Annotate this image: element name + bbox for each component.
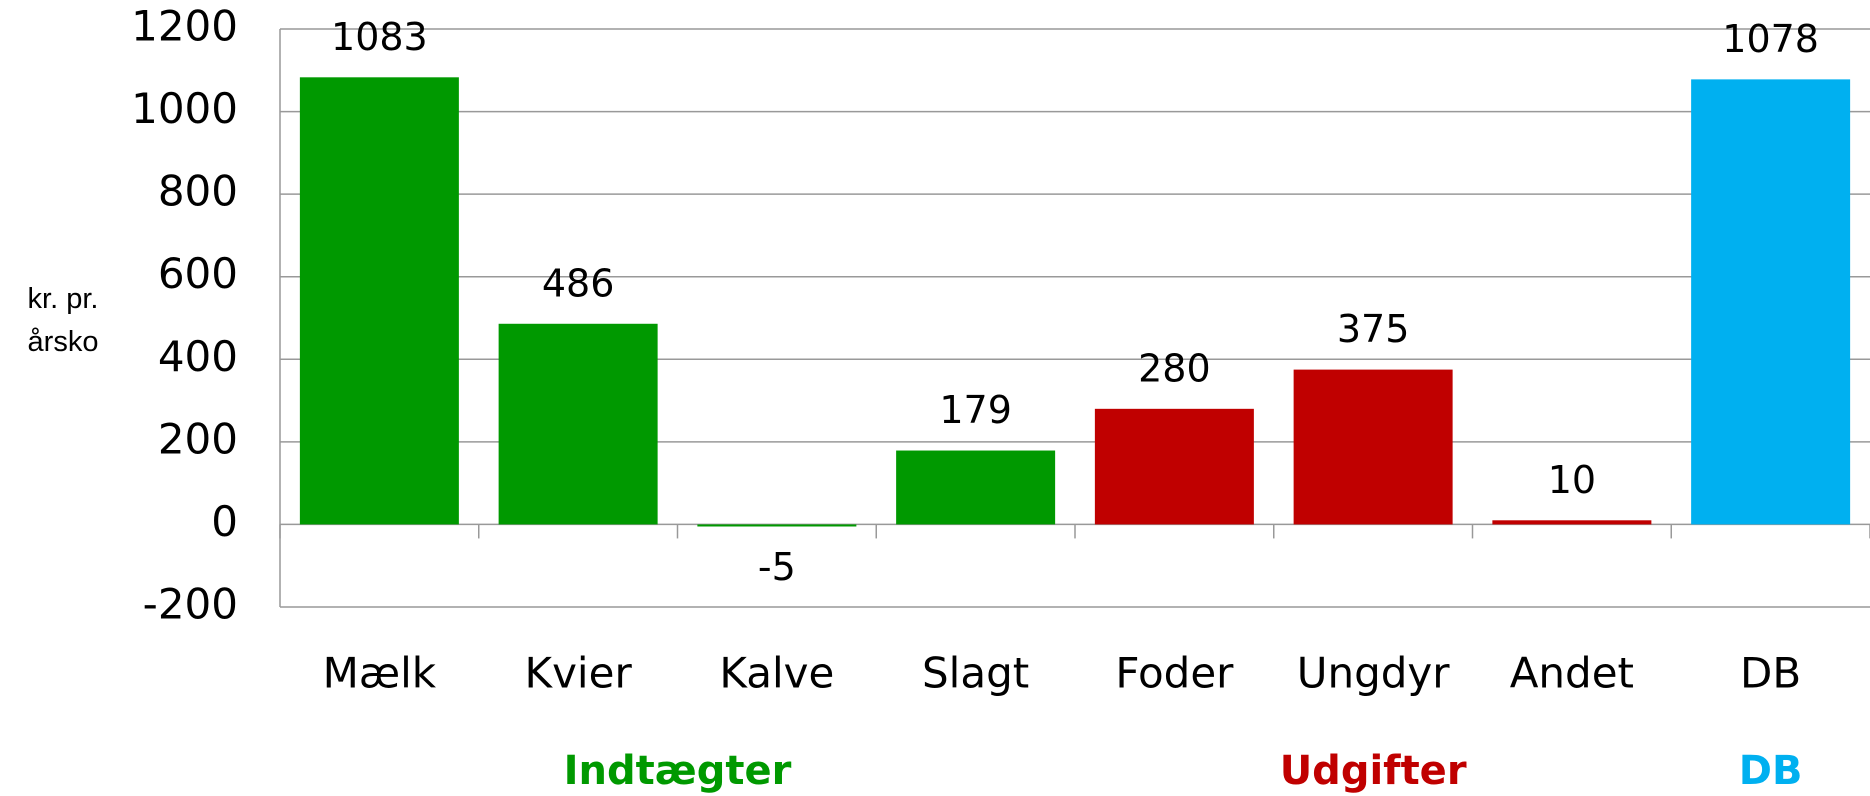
y-tick-label: 0 <box>211 497 238 546</box>
y-axis-label: kr. pr. årsko <box>27 283 99 358</box>
bar <box>1293 369 1453 525</box>
data-label: 486 <box>542 261 615 305</box>
y-tick-label: 1000 <box>131 84 238 133</box>
x-tick-label: Slagt <box>922 649 1029 698</box>
group-label: Indtægter <box>564 748 792 794</box>
bar <box>896 450 1056 525</box>
y-tick-label: 200 <box>158 414 238 463</box>
data-label: 179 <box>939 388 1012 432</box>
data-label: 375 <box>1337 307 1410 351</box>
group-label: Udgifter <box>1280 748 1467 794</box>
x-tick-label: Kvier <box>525 649 633 698</box>
bar <box>498 323 658 525</box>
bar <box>697 524 857 527</box>
x-tick-label: Andet <box>1510 649 1634 698</box>
group-label: DB <box>1739 748 1803 794</box>
y-tick-label: 400 <box>158 332 238 381</box>
x-tick-label: Kalve <box>719 649 834 698</box>
bar <box>1492 520 1652 525</box>
x-tick-label: Ungdyr <box>1297 649 1451 698</box>
data-label: 1078 <box>1722 17 1819 61</box>
data-label: -5 <box>758 545 796 589</box>
data-label: 10 <box>1548 458 1596 502</box>
y-tick-label: -200 <box>143 580 238 629</box>
x-tick-label: Foder <box>1115 649 1234 698</box>
data-label: 1083 <box>331 15 428 59</box>
x-tick-label: Mælk <box>323 649 437 698</box>
bar <box>1094 408 1254 525</box>
y-tick-label: 1200 <box>131 2 238 51</box>
bar <box>299 77 459 525</box>
bar <box>1691 79 1851 525</box>
y-tick-label: 800 <box>158 167 238 216</box>
y-tick-label: 600 <box>158 249 238 298</box>
x-tick-label: DB <box>1740 649 1801 698</box>
data-label: 280 <box>1138 346 1211 390</box>
